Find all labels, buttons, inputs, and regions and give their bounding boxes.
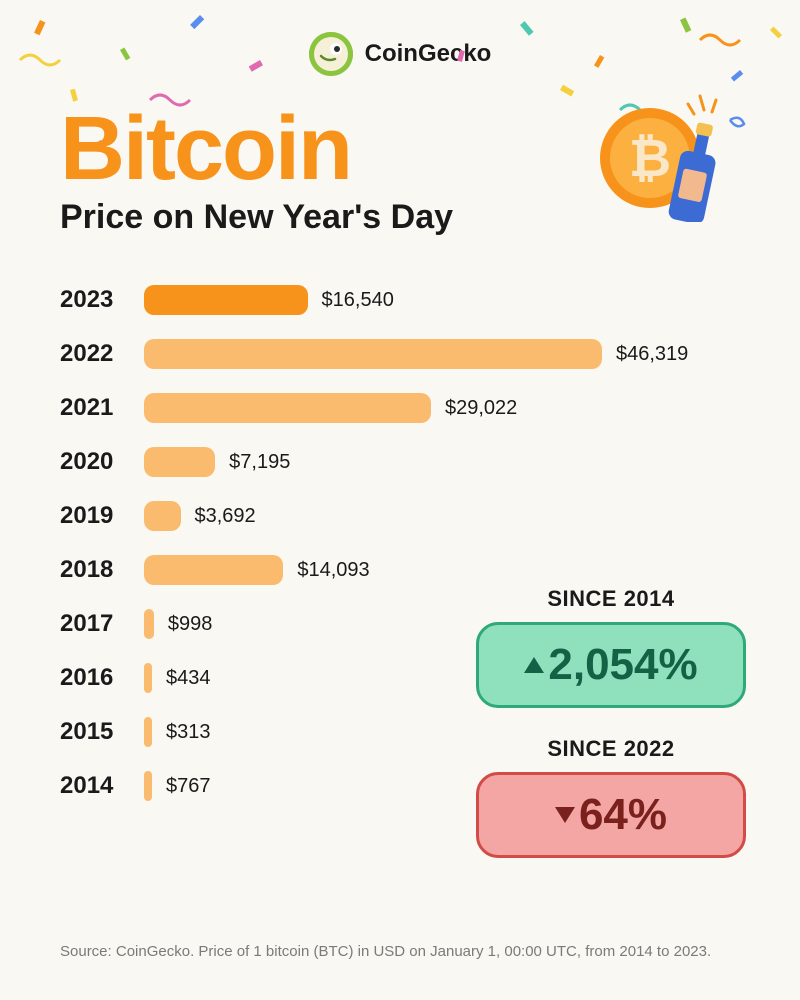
bar-wrap: $7,195 [144,447,740,477]
bar [144,393,431,423]
bar-wrap: $14,093 [144,555,740,585]
chart-row: 2023 $16,540 [60,273,740,327]
header: CoinGecko [0,0,800,76]
bar [144,555,283,585]
stat-box: 2,054% [476,622,746,708]
bitcoin-champagne-decor: ₿ [592,92,752,222]
stat-block: SINCE 2014 2,054% [476,586,746,708]
bar [144,771,152,801]
chart-row: 2019 $3,692 [60,489,740,543]
source-footer: Source: CoinGecko. Price of 1 bitcoin (B… [60,943,740,960]
bar-wrap: $46,319 [144,339,740,369]
year-label: 2016 [60,664,144,692]
price-value: $434 [166,667,211,690]
year-label: 2014 [60,772,144,800]
price-value: $998 [168,613,213,636]
bar [144,609,154,639]
year-label: 2020 [60,448,144,476]
stats-panel: SINCE 2014 2,054% SINCE 2022 64% [476,586,746,886]
svg-text:₿: ₿ [629,130,671,188]
year-label: 2015 [60,718,144,746]
coingecko-logo-icon [309,32,353,76]
bar [144,285,308,315]
price-value: $46,319 [616,343,688,366]
price-value: $14,093 [297,559,369,582]
bar [144,663,152,693]
year-label: 2017 [60,610,144,638]
stat-value: 2,054% [548,643,697,687]
bar [144,501,181,531]
year-label: 2021 [60,394,144,422]
price-value: $3,692 [195,505,256,528]
bar [144,339,602,369]
stat-block: SINCE 2022 64% [476,736,746,858]
price-value: $16,540 [322,289,394,312]
chart-row: 2022 $46,319 [60,327,740,381]
bar [144,717,152,747]
price-value: $7,195 [229,451,290,474]
year-label: 2022 [60,340,144,368]
arrow-up-icon [524,657,544,673]
brand-name: CoinGecko [365,40,492,68]
stat-box: 64% [476,772,746,858]
price-value: $767 [166,775,211,798]
price-value: $29,022 [445,397,517,420]
arrow-down-icon [555,807,575,823]
chart-row: 2021 $29,022 [60,381,740,435]
bar-wrap: $16,540 [144,285,740,315]
bar-wrap: $29,022 [144,393,740,423]
title-block: Bitcoin Price on New Year's Day ₿ [0,76,800,237]
year-label: 2018 [60,556,144,584]
price-value: $313 [166,721,211,744]
stat-value: 64% [579,793,667,837]
stat-label: SINCE 2014 [476,586,746,612]
bar [144,447,215,477]
bar-wrap: $3,692 [144,501,740,531]
year-label: 2023 [60,286,144,314]
stat-label: SINCE 2022 [476,736,746,762]
chart-row: 2020 $7,195 [60,435,740,489]
year-label: 2019 [60,502,144,530]
